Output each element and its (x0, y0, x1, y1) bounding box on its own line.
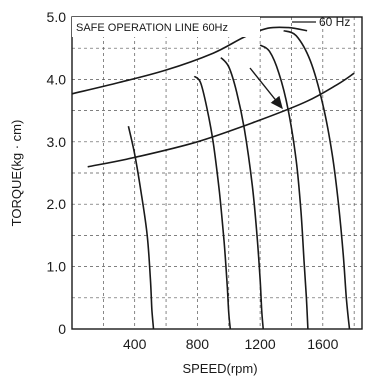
y-tick-label: 5.0 (47, 9, 67, 25)
y-tick-label: 1.0 (47, 259, 67, 275)
y-axis-title: TORQUE(kg · cm) (9, 120, 24, 227)
y-tick-label: 4.0 (47, 71, 67, 87)
speed-torque-curve (283, 29, 351, 330)
x-tick-label: 1600 (307, 336, 338, 352)
load-line (87, 72, 355, 168)
annotation-arrow (249, 67, 283, 110)
x-tick-label: 800 (186, 336, 210, 352)
x-axis-title: SPEED(rpm) (182, 361, 257, 376)
y-tick-label: 0 (58, 321, 66, 337)
tick-labels: 400 800 1200 1600 0 1.0 2.0 3.0 4.0 5.0 (47, 9, 339, 352)
x-tick-label: 1200 (245, 336, 276, 352)
grid-lines (72, 17, 362, 329)
speed-torque-curve (127, 126, 155, 330)
legend-label-60hz: 60 Hz (319, 15, 350, 29)
speed-torque-curve (193, 75, 232, 330)
x-tick-label: 400 (123, 336, 147, 352)
y-tick-label: 2.0 (47, 196, 67, 212)
annotation-box (72, 17, 260, 37)
annotation-safe-line: SAFE OPERATION LINE 60Hz (76, 22, 228, 34)
curves (71, 26, 355, 330)
safe-operation-line (71, 26, 308, 95)
speed-torque-curve (259, 44, 309, 330)
speed-torque-curve (220, 57, 264, 330)
y-tick-label: 3.0 (47, 134, 67, 150)
